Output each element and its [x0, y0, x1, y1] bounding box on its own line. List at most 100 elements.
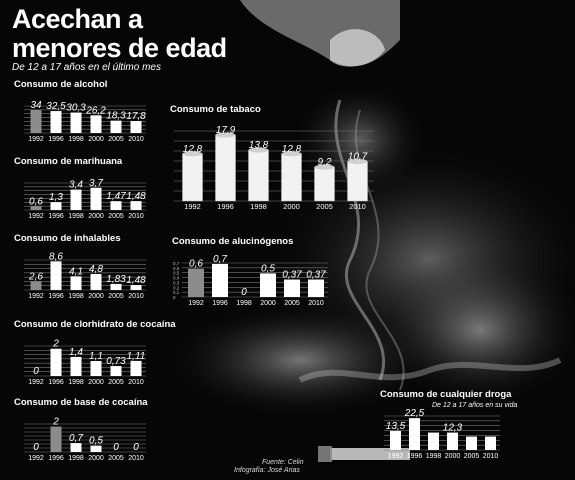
main-title-line-2: menores de edad — [12, 33, 227, 63]
category-label: 1996 — [48, 213, 64, 220]
category-label: 1998 — [68, 293, 84, 300]
value-label: 13,8 — [249, 140, 269, 151]
value-label: 9,2 — [318, 157, 332, 168]
chart-title: Consumo de clorhidrato de cocaína — [14, 319, 176, 330]
category-label: 1992 — [184, 202, 201, 211]
category-label: 2000 — [283, 202, 300, 211]
category-label: 1996 — [48, 379, 64, 386]
y-tick-label: 0,6 — [173, 266, 180, 271]
category-label: 1998 — [236, 300, 252, 307]
value-label: 2 — [52, 339, 59, 350]
value-label: 0 — [33, 442, 39, 453]
value-label: 17,8 — [126, 111, 146, 122]
bar — [110, 120, 122, 133]
bar — [447, 432, 458, 450]
value-label: 0,37 — [282, 270, 302, 281]
category-label: 2005 — [108, 455, 124, 462]
bar — [281, 153, 302, 202]
value-label: 1,4 — [69, 347, 83, 358]
value-label: 13,5 — [386, 421, 406, 432]
bar — [314, 166, 335, 202]
y-tick-label: 0,4 — [173, 276, 180, 281]
spoon-shape — [330, 29, 385, 67]
bar — [50, 348, 62, 376]
category-label: 1996 — [48, 455, 64, 462]
value-label: 12,8 — [183, 144, 203, 155]
category-label: 2005 — [108, 379, 124, 386]
y-tick-label: 0,5 — [173, 271, 180, 276]
bar-cap — [281, 151, 302, 157]
chart-title: Consumo de base de cocaína — [14, 397, 148, 408]
category-label: 1992 — [28, 213, 44, 220]
chart-clorhidrato: Consumo de clorhidrato de cocaína0199221… — [14, 319, 176, 386]
category-label: 1992 — [28, 136, 44, 143]
value-label: 1,1 — [89, 351, 103, 362]
bar — [130, 285, 142, 290]
bar — [248, 149, 269, 202]
bar — [130, 360, 142, 376]
bar — [110, 201, 122, 210]
value-label: 3,4 — [69, 180, 83, 191]
value-label: 4,8 — [89, 264, 103, 275]
chart-inhalables: Consumo de inhalables 2,6 1992 8,6 1996 4,1 19… — [14, 233, 146, 300]
chart-title: Consumo de marihuana — [14, 156, 123, 167]
bar — [90, 274, 102, 290]
y-tick-label: 0,2 — [173, 285, 180, 290]
bar — [70, 112, 82, 133]
chart-title: Consumo de alucinógenos — [172, 236, 293, 247]
category-label: 2010 — [128, 379, 144, 386]
chart-alucinogenos: Consumo de alucinógenos0,70,60,50,40,30,… — [172, 236, 328, 307]
bar — [90, 187, 102, 210]
bar-cap — [314, 164, 335, 170]
bar — [90, 115, 102, 133]
bar — [30, 110, 42, 133]
value-label: 0,5 — [261, 263, 275, 274]
value-label: 0,7 — [213, 254, 227, 265]
value-label: 12,8 — [282, 144, 302, 155]
bar — [188, 268, 204, 297]
value-label: 18,3 — [106, 111, 126, 122]
category-label: 2005 — [108, 213, 124, 220]
category-label: 2000 — [445, 453, 461, 460]
bar — [50, 261, 62, 290]
cigarette-shape — [330, 448, 410, 460]
bar — [212, 263, 228, 297]
value-label: 30,3 — [66, 103, 86, 114]
value-label: 1,3 — [49, 192, 63, 203]
category-label: 2000 — [88, 213, 104, 220]
bar — [260, 273, 276, 297]
category-label: 1992 — [28, 293, 44, 300]
category-label: 1996 — [48, 136, 64, 143]
value-label: 0,5 — [89, 436, 103, 447]
value-label: 0,6 — [29, 196, 43, 207]
category-label: 1998 — [68, 455, 84, 462]
bar — [409, 418, 420, 450]
category-label: 2000 — [88, 293, 104, 300]
category-label: 2005 — [284, 300, 300, 307]
category-label: 1992 — [388, 453, 404, 460]
value-label: 0,6 — [189, 259, 203, 270]
bar — [390, 430, 401, 450]
bar — [110, 366, 122, 376]
category-label: 2000 — [260, 300, 276, 307]
category-label: 2000 — [88, 379, 104, 386]
bar — [215, 134, 236, 202]
bar — [50, 111, 62, 133]
category-label: 1998 — [68, 379, 84, 386]
bar — [70, 356, 82, 376]
value-label: 0,37 — [306, 270, 326, 281]
category-label: 2010 — [128, 136, 144, 143]
category-label: 2010 — [349, 202, 366, 211]
category-label: 2010 — [128, 455, 144, 462]
bar — [130, 120, 142, 133]
bar-cap — [248, 147, 269, 153]
bar — [428, 432, 439, 450]
value-label: 4,1 — [69, 266, 83, 277]
value-label: 0 — [241, 287, 247, 298]
value-label: 32,5 — [46, 101, 66, 112]
bar — [284, 279, 300, 297]
value-label: 3,7 — [89, 178, 103, 189]
category-label: 1998 — [68, 213, 84, 220]
bar — [347, 161, 368, 202]
